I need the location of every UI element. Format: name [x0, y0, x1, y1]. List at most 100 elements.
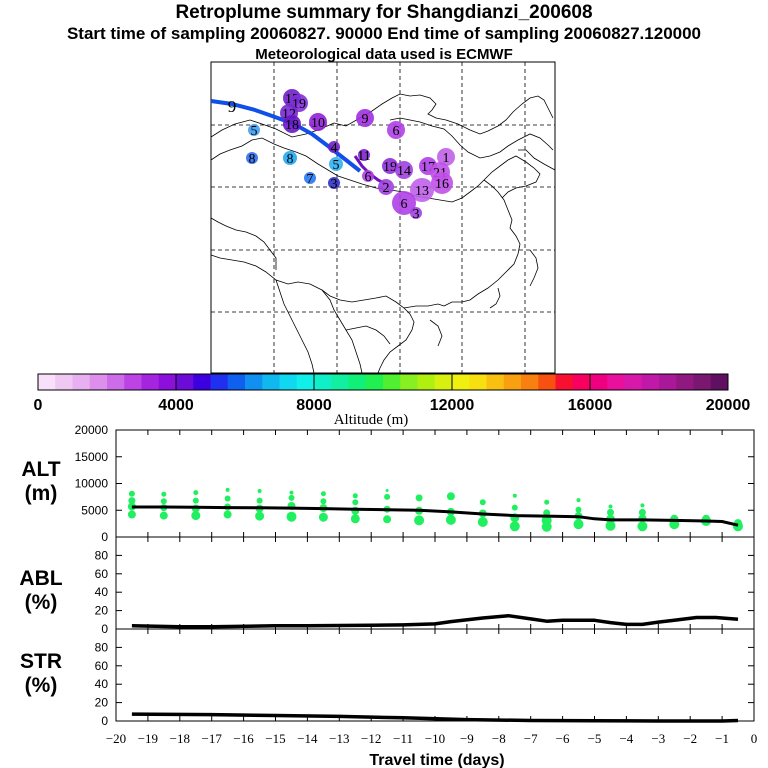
- time-series-panels: 05000100001500020000ALT(m)020406080ABL(%…: [19, 423, 755, 728]
- plume-cluster-dot: [378, 179, 394, 195]
- x-tick-label: −9: [460, 731, 474, 746]
- y-tick-label: 40: [95, 585, 109, 599]
- scatter-point: [128, 490, 135, 497]
- met-data-line: Meteorological data used is ECMWF: [255, 46, 513, 63]
- colorbar-cell: [141, 374, 160, 390]
- colorbar-cell: [279, 374, 298, 390]
- plume-cluster-label: 3: [413, 207, 420, 222]
- colorbar-cell: [124, 374, 142, 390]
- plume-cluster-label: 5: [333, 158, 340, 173]
- colorbar-tick-label: 0: [34, 397, 43, 414]
- panel-ylabel: ALT: [21, 458, 60, 481]
- x-tick-label: −5: [588, 731, 602, 746]
- colorbar-cell: [314, 374, 332, 390]
- scatter-point: [255, 511, 265, 521]
- plume-cluster-dot: [328, 177, 340, 189]
- colorbar-cell: [331, 374, 349, 390]
- scatter-point: [318, 512, 328, 522]
- scatter-point: [414, 515, 425, 526]
- colorbar-cell: [158, 374, 177, 390]
- plume-cluster-label: 7: [307, 172, 314, 187]
- colorbar-cells: [38, 374, 729, 390]
- panel-ylabel: ABL: [19, 567, 62, 590]
- plume-cluster-dot: [358, 149, 370, 161]
- colorbar-cell: [365, 374, 384, 390]
- plume-cluster-label: 8: [287, 152, 294, 167]
- scatter-point: [256, 497, 263, 504]
- scatter-point: [224, 495, 231, 502]
- scatter-point: [573, 519, 584, 530]
- scatter-point: [445, 514, 456, 525]
- panel-ylabel-unit: (%): [25, 591, 58, 614]
- plume-cluster-dot: [246, 152, 258, 164]
- plume-cluster-dot: [392, 191, 416, 215]
- plume-cluster-dot: [283, 151, 297, 165]
- plume-cluster-dot: [328, 141, 340, 153]
- plume-cluster-label: 2: [383, 181, 390, 196]
- y-tick-label: 60: [95, 567, 109, 581]
- y-tick-label: 5000: [81, 503, 108, 517]
- plume-cluster-dot: [329, 157, 343, 171]
- plume-cluster-label: 3: [331, 177, 338, 192]
- x-tick-label: −15: [265, 731, 285, 746]
- y-tick-label: 0: [101, 714, 108, 728]
- panel-alt: 0 5000 10000 15000 20000 ALT(m): [21, 423, 755, 544]
- scatter-point: [511, 504, 518, 511]
- colorbar-cell: [107, 374, 125, 390]
- plume-cluster-dot: [283, 115, 301, 133]
- panel-ylabel-unit: (%): [25, 674, 58, 697]
- plume-cluster-dot: [431, 172, 453, 194]
- series-line: [131, 712, 739, 723]
- plume-cluster-label: 6: [393, 124, 400, 139]
- colorbar-tick-label: 20000: [706, 397, 751, 414]
- y-tick-label: 0: [101, 622, 108, 636]
- y-tick-label: 60: [95, 659, 109, 673]
- plume-cluster-label: 4: [331, 141, 338, 156]
- colorbar-tick-label: 8000: [296, 397, 332, 414]
- y-tick-label: 10000: [75, 477, 109, 491]
- scatter-point: [286, 511, 297, 522]
- scatter-point: [288, 494, 295, 501]
- scatter-point: [575, 506, 582, 513]
- plume-cluster-dot: [248, 124, 260, 136]
- panel-ylabel-unit: (m): [25, 482, 58, 505]
- panel-frame: [115, 536, 755, 630]
- scatter-point: [541, 515, 552, 526]
- colorbar-cell: [262, 374, 280, 390]
- colorbar-cell: [659, 374, 677, 390]
- colorbar-tick-label: 12000: [430, 397, 475, 414]
- plume-cluster-dot: [356, 109, 374, 127]
- scatter-point: [191, 511, 201, 521]
- x-tick-label: −14: [297, 731, 318, 746]
- colorbar-cell: [245, 374, 263, 390]
- plume-cluster-dot: [387, 121, 405, 139]
- x-ticks: −20 −19 −18 −17 −16 −15 −14 −13 −12 −11 −10 −9 −8 −7−…: [106, 731, 757, 746]
- travel-time-axis: −20 −19 −18 −17 −16 −15 −14 −13 −12 −11 −10 −9 −8 −7−…: [106, 731, 757, 768]
- x-tick-label: −2: [683, 731, 697, 746]
- altitude-colorbar: 0 4000 8000 12000 16000 20000 Altitude (m): [34, 373, 751, 428]
- colorbar-cell: [227, 374, 246, 390]
- median-altitude-line: [131, 505, 739, 527]
- colorbar-cell: [590, 374, 608, 390]
- colorbar-cell: [89, 374, 108, 390]
- x-tick-label: −17: [202, 731, 223, 746]
- colorbar-tick-label: 4000: [158, 397, 194, 414]
- plume-cluster-dot: [362, 170, 374, 182]
- map-frame: [210, 61, 556, 374]
- colorbar-cell: [469, 374, 487, 390]
- scatter-point: [638, 508, 646, 516]
- sampling-time-line: Start time of sampling 20060827. 90000 E…: [66, 24, 702, 43]
- plume-cluster-dot: [437, 148, 455, 166]
- panel-frame: [115, 628, 755, 722]
- plume-cluster-label: 9: [228, 97, 237, 116]
- x-axis-label: Travel time (days): [369, 752, 504, 768]
- scatter-point: [160, 498, 167, 505]
- panel-abl: 0 20 40 60 80 ABL(%): [19, 536, 755, 636]
- colorbar-cell: [452, 374, 470, 390]
- scatter-point: [128, 497, 136, 505]
- plume-cluster-label: 6: [365, 170, 372, 185]
- colorbar-cell: [555, 374, 574, 390]
- colorbar-cell: [693, 374, 712, 390]
- plume-cluster-label: 19: [383, 160, 397, 175]
